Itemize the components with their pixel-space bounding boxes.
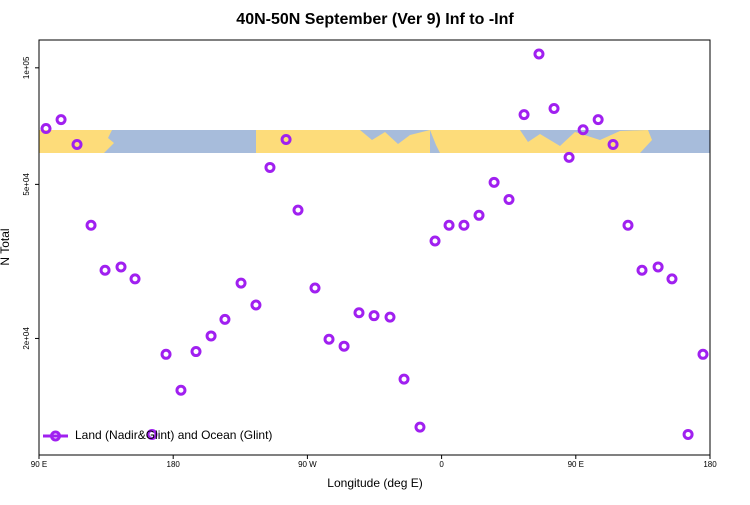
data-point (533, 48, 545, 60)
data-point (443, 219, 455, 231)
data-point (622, 219, 634, 231)
legend-marker (50, 430, 61, 442)
data-point (338, 340, 350, 352)
data-point (577, 124, 589, 136)
x-tick-label: 180 (703, 460, 717, 469)
data-point (309, 282, 321, 294)
data-point (414, 421, 426, 433)
data-point (607, 138, 619, 150)
data-point (40, 123, 52, 135)
data-point (473, 209, 485, 221)
data-point (205, 330, 217, 342)
data-point (666, 273, 678, 285)
data-point (503, 194, 515, 206)
data-point (458, 219, 470, 231)
data-point (235, 277, 247, 289)
plot-frame (38, 39, 711, 456)
y-tick-label: 5e+04 (22, 173, 31, 196)
y-axis-label: N Total (0, 228, 12, 265)
data-point (264, 161, 276, 173)
data-point (219, 313, 231, 325)
data-point (250, 299, 262, 311)
data-point (160, 348, 172, 360)
x-tick-label: 90 W (298, 460, 317, 469)
data-point (99, 264, 111, 276)
data-point (115, 261, 127, 273)
data-point (518, 109, 530, 121)
data-point (55, 114, 67, 126)
data-point (548, 103, 560, 115)
data-point (353, 307, 365, 319)
data-point (190, 346, 202, 358)
chart-title: 40N-50N September (Ver 9) Inf to -Inf (236, 11, 514, 28)
data-point (292, 204, 304, 216)
data-point (429, 235, 441, 247)
data-point (563, 151, 575, 163)
data-point (323, 333, 335, 345)
data-point (129, 273, 141, 285)
data-point (682, 428, 694, 440)
data-point (488, 176, 500, 188)
data-point (71, 138, 83, 150)
data-point (592, 114, 604, 126)
x-tick-label: 90 E (568, 460, 584, 469)
y-tick-label: 2e+04 (22, 327, 31, 350)
x-tick-label: 0 (439, 460, 444, 469)
data-point (384, 311, 396, 323)
data-point (280, 133, 292, 145)
y-tick-label: 1e+05 (22, 56, 31, 79)
data-point (398, 373, 410, 385)
data-point (85, 219, 97, 231)
data-point (175, 384, 187, 396)
data-point (636, 264, 648, 276)
x-tick-label: 180 (167, 460, 181, 469)
data-point (368, 310, 380, 322)
x-axis-label: Longitude (deg E) (327, 476, 422, 490)
x-tick-label: 90 E (31, 460, 47, 469)
data-point (652, 261, 664, 273)
legend-label: Land (Nadir&Glint) and Ocean (Glint) (75, 428, 272, 442)
data-point (697, 348, 709, 360)
map-strip (39, 130, 710, 153)
data-point (146, 428, 158, 440)
